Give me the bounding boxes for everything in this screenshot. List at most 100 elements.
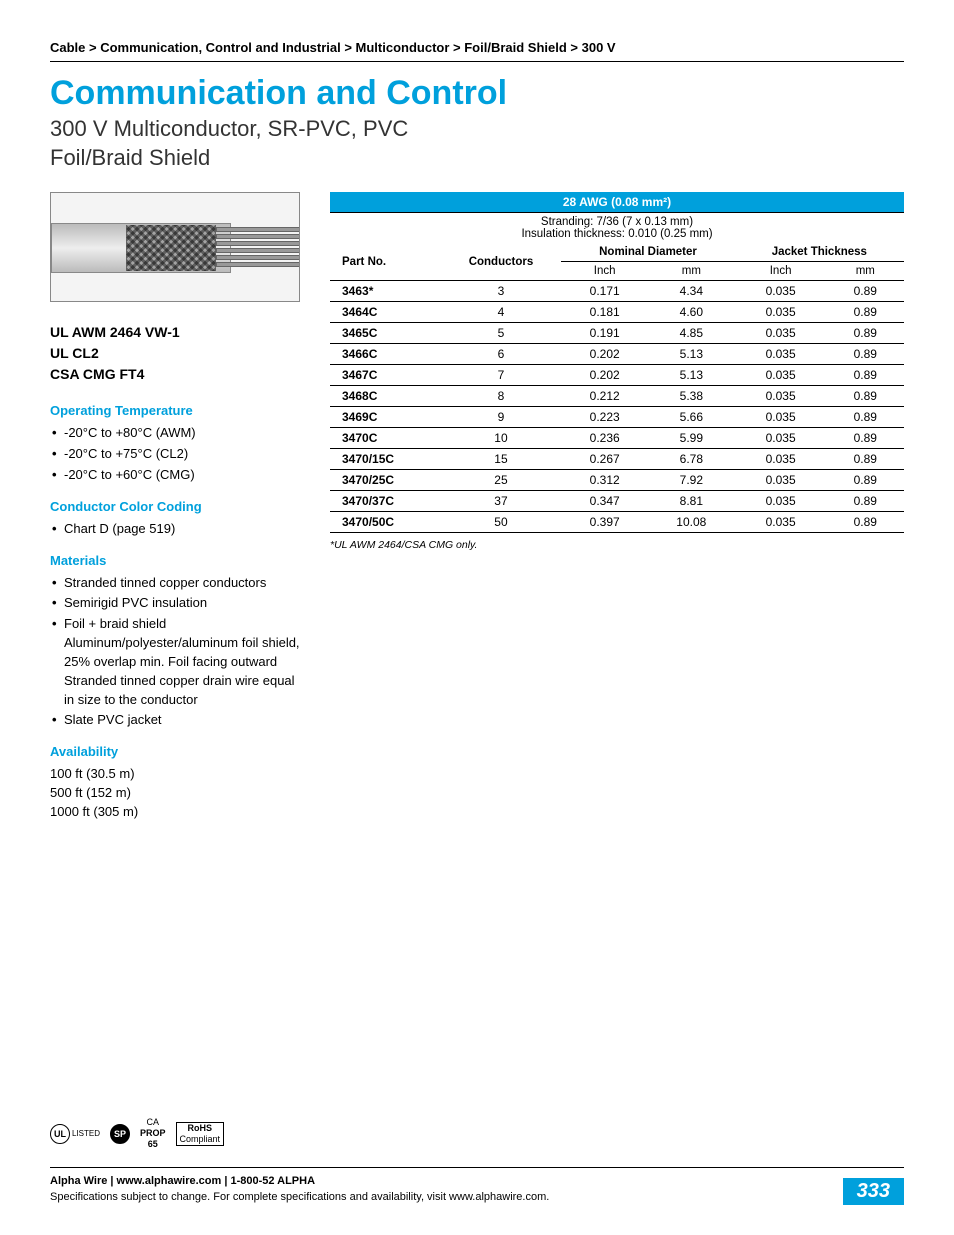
cell-dia-mm: 8.81 [648,491,735,512]
cell-conductors: 37 [441,491,562,512]
cell-dia-inch: 0.267 [561,449,648,470]
cell-part-no: 3469C [330,407,441,428]
cell-dia-mm: 5.66 [648,407,735,428]
cell-dia-mm: 4.34 [648,281,735,302]
breadcrumb: Cable > Communication, Control and Indus… [50,40,904,62]
col-part-no: Part No. [330,243,441,281]
list-item: Stranded tinned copper conductors [50,574,300,593]
table-row: 3470/15C150.2676.780.0350.89 [330,449,904,470]
list-item: Slate PVC jacket [50,711,300,730]
page-number-badge: 333 [843,1178,904,1205]
cell-dia-inch: 0.312 [561,470,648,491]
table-row: 3463*30.1714.340.0350.89 [330,281,904,302]
cell-dia-mm: 7.92 [648,470,735,491]
cell-conductors: 3 [441,281,562,302]
footer-company-line: Alpha Wire | www.alphawire.com | 1-800-5… [50,1174,549,1189]
cell-dia-inch: 0.397 [561,512,648,533]
table-row: 3466C60.2025.130.0350.89 [330,344,904,365]
cell-dia-inch: 0.171 [561,281,648,302]
table-row: 3470/25C250.3127.920.0350.89 [330,470,904,491]
ratings-block: UL AWM 2464 VW-1 UL CL2 CSA CMG FT4 [50,322,300,385]
cell-conductors: 10 [441,428,562,449]
col-mm: mm [648,262,735,281]
cell-dia-mm: 10.08 [648,512,735,533]
table-row: 3464C40.1814.600.0350.89 [330,302,904,323]
availability-line: 500 ft (152 m) [50,784,300,803]
page-subtitle: 300 V Multiconductor, SR-PVC, PVC Foil/B… [50,115,904,172]
cell-part-no: 3470/15C [330,449,441,470]
section-heading-availability: Availability [50,744,300,759]
col-mm: mm [827,262,904,281]
table-stranding: Stranding: 7/36 (7 x 0.13 mm) Insulation… [330,213,904,244]
subtitle-line-2: Foil/Braid Shield [50,145,210,170]
table-title: 28 AWG (0.08 mm²) [330,192,904,213]
table-row: 3470/37C370.3478.810.0350.89 [330,491,904,512]
rohs-icon: RoHSCompliant [176,1122,225,1146]
cell-dia-inch: 0.202 [561,344,648,365]
cell-conductors: 5 [441,323,562,344]
cell-dia-inch: 0.347 [561,491,648,512]
cell-jacket-mm: 0.89 [827,470,904,491]
col-inch: Inch [561,262,648,281]
cell-dia-inch: 0.223 [561,407,648,428]
cell-dia-mm: 4.85 [648,323,735,344]
ul-listed-icon: ULLISTED [50,1124,100,1144]
cell-conductors: 7 [441,365,562,386]
cell-jacket-mm: 0.89 [827,407,904,428]
specs-table: 28 AWG (0.08 mm²) Stranding: 7/36 (7 x 0… [330,192,904,533]
cable-illustration [50,192,300,302]
cell-jacket-mm: 0.89 [827,386,904,407]
cell-part-no: 3470C [330,428,441,449]
cell-part-no: 3464C [330,302,441,323]
cell-jacket-inch: 0.035 [735,470,827,491]
ca-prop-65-icon: CAPROP65 [140,1118,166,1149]
cell-part-no: 3470/25C [330,470,441,491]
cell-dia-inch: 0.202 [561,365,648,386]
color-coding-list: Chart D (page 519) [50,520,300,539]
list-item: -20°C to +60°C (CMG) [50,466,300,485]
cell-jacket-mm: 0.89 [827,344,904,365]
csa-icon: SP [110,1124,130,1144]
cell-jacket-mm: 0.89 [827,428,904,449]
cell-jacket-inch: 0.035 [735,407,827,428]
cell-jacket-inch: 0.035 [735,449,827,470]
cell-dia-mm: 5.13 [648,344,735,365]
cell-dia-inch: 0.212 [561,386,648,407]
cell-jacket-inch: 0.035 [735,491,827,512]
stranding-line-2: Insulation thickness: 0.010 (0.25 mm) [521,228,712,240]
cell-part-no: 3466C [330,344,441,365]
section-heading-color-coding: Conductor Color Coding [50,499,300,514]
col-jacket-thickness: Jacket Thickness [735,243,904,262]
rating-line: UL AWM 2464 VW-1 [50,322,300,343]
table-row: 3468C80.2125.380.0350.89 [330,386,904,407]
cell-dia-inch: 0.181 [561,302,648,323]
sidebar: UL AWM 2464 VW-1 UL CL2 CSA CMG FT4 Oper… [50,192,300,822]
cell-jacket-inch: 0.035 [735,428,827,449]
cell-jacket-inch: 0.035 [735,365,827,386]
cell-jacket-inch: 0.035 [735,281,827,302]
cell-dia-mm: 5.99 [648,428,735,449]
cell-dia-inch: 0.191 [561,323,648,344]
availability-lines: 100 ft (30.5 m) 500 ft (152 m) 1000 ft (… [50,765,300,822]
cell-part-no: 3465C [330,323,441,344]
cell-conductors: 50 [441,512,562,533]
cell-jacket-mm: 0.89 [827,491,904,512]
cell-jacket-mm: 0.89 [827,281,904,302]
cell-part-no: 3463* [330,281,441,302]
cell-jacket-inch: 0.035 [735,323,827,344]
cell-conductors: 8 [441,386,562,407]
cell-dia-mm: 5.38 [648,386,735,407]
list-item: -20°C to +80°C (AWM) [50,424,300,443]
materials-list: Stranded tinned copper conductors Semiri… [50,574,300,731]
subtitle-line-1: 300 V Multiconductor, SR-PVC, PVC [50,116,408,141]
cell-jacket-inch: 0.035 [735,302,827,323]
cert-logos-row: ULLISTED SP CAPROP65 RoHSCompliant [50,1118,904,1149]
operating-temp-list: -20°C to +80°C (AWM) -20°C to +75°C (CL2… [50,424,300,485]
table-row: 3465C50.1914.850.0350.89 [330,323,904,344]
table-row: 3470C100.2365.990.0350.89 [330,428,904,449]
table-row: 3467C70.2025.130.0350.89 [330,365,904,386]
cell-jacket-inch: 0.035 [735,344,827,365]
table-row: 3470/50C500.39710.080.0350.89 [330,512,904,533]
cell-conductors: 6 [441,344,562,365]
footer-text: Alpha Wire | www.alphawire.com | 1-800-5… [50,1174,549,1205]
